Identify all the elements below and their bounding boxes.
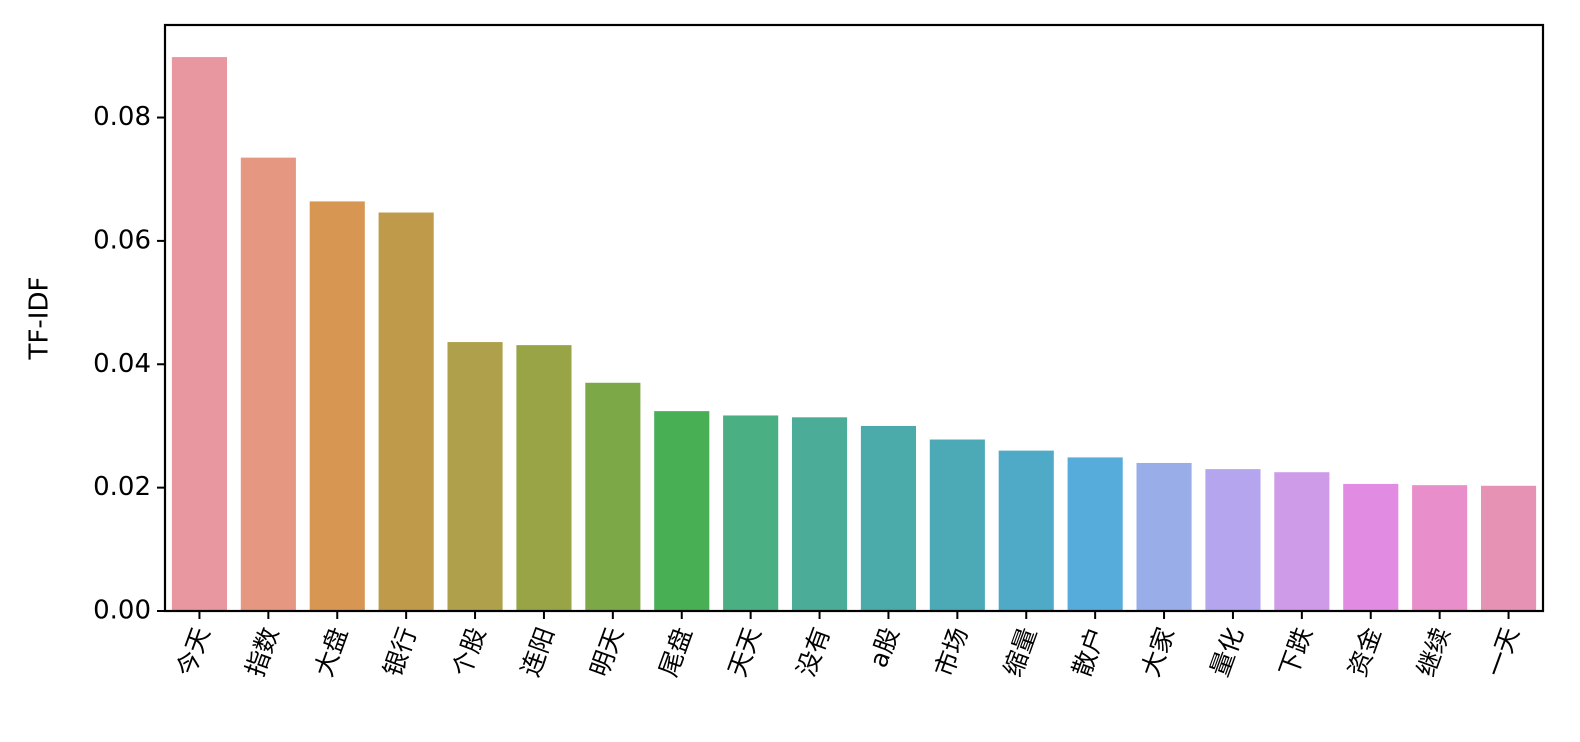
y-tick-label: 0.04 xyxy=(93,349,151,379)
x-tick-label: 没有 xyxy=(791,624,835,681)
bar xyxy=(860,425,917,611)
bar xyxy=(1205,469,1261,611)
x-tick-label: 今天 xyxy=(171,624,215,681)
x-tick-label: 缩量 xyxy=(998,624,1042,681)
x-tick-label: 市场 xyxy=(929,624,973,681)
y-tick-label: 0.06 xyxy=(93,225,151,255)
bar xyxy=(516,345,572,611)
bar xyxy=(585,382,641,611)
x-tick-label: 量化 xyxy=(1205,624,1249,681)
x-tick-label: 大家 xyxy=(1136,624,1180,681)
bar xyxy=(998,450,1054,611)
x-tick-label: 下跌 xyxy=(1274,624,1318,681)
bar xyxy=(723,415,779,611)
bar xyxy=(447,342,503,611)
bar xyxy=(791,417,848,611)
y-axis-label: TF-IDF xyxy=(25,277,55,361)
x-tick-label: 明天 xyxy=(585,624,629,681)
x-tick-label: 指数 xyxy=(240,624,284,681)
x-tick-label: 一天 xyxy=(1480,624,1524,681)
x-tick-label: 散户 xyxy=(1067,624,1111,681)
plot-frame xyxy=(163,23,1545,613)
x-tick-label: 天天 xyxy=(723,624,767,681)
x-tick-label: 资金 xyxy=(1343,624,1387,681)
x-axis: 今天 指数 大盘 银行 个股 连阳 明天 尾盘 天天 没有 a股 市场 缩量 散户 大家 量化 下跌 资金 继续 一天 xyxy=(171,611,1525,681)
bar xyxy=(309,201,365,611)
bar xyxy=(240,157,296,612)
bar xyxy=(654,411,710,611)
y-tick-label: 0.08 xyxy=(93,102,151,132)
bar xyxy=(1412,485,1468,611)
y-tick-label: 0.00 xyxy=(93,596,151,626)
y-tick-label: 0.02 xyxy=(93,472,151,502)
x-tick-label: 继续 xyxy=(1412,624,1456,681)
x-tick-label: 个股 xyxy=(447,624,491,681)
bar xyxy=(171,57,228,611)
x-tick-label: 尾盘 xyxy=(654,624,698,681)
y-axis: 0.00 0.02 0.04 0.06 0.08 xyxy=(93,102,165,626)
bars-group xyxy=(171,57,1537,612)
bar xyxy=(1480,485,1537,611)
bar xyxy=(378,212,434,611)
bar xyxy=(929,439,985,611)
x-tick-label: 大盘 xyxy=(309,624,353,681)
bar xyxy=(1274,472,1330,611)
bar xyxy=(1343,483,1399,611)
x-tick-label: 连阳 xyxy=(516,624,560,681)
bar xyxy=(1136,462,1192,611)
x-tick-label: 银行 xyxy=(378,624,422,681)
x-tick-label: a股 xyxy=(864,624,905,672)
bar xyxy=(1067,457,1123,611)
